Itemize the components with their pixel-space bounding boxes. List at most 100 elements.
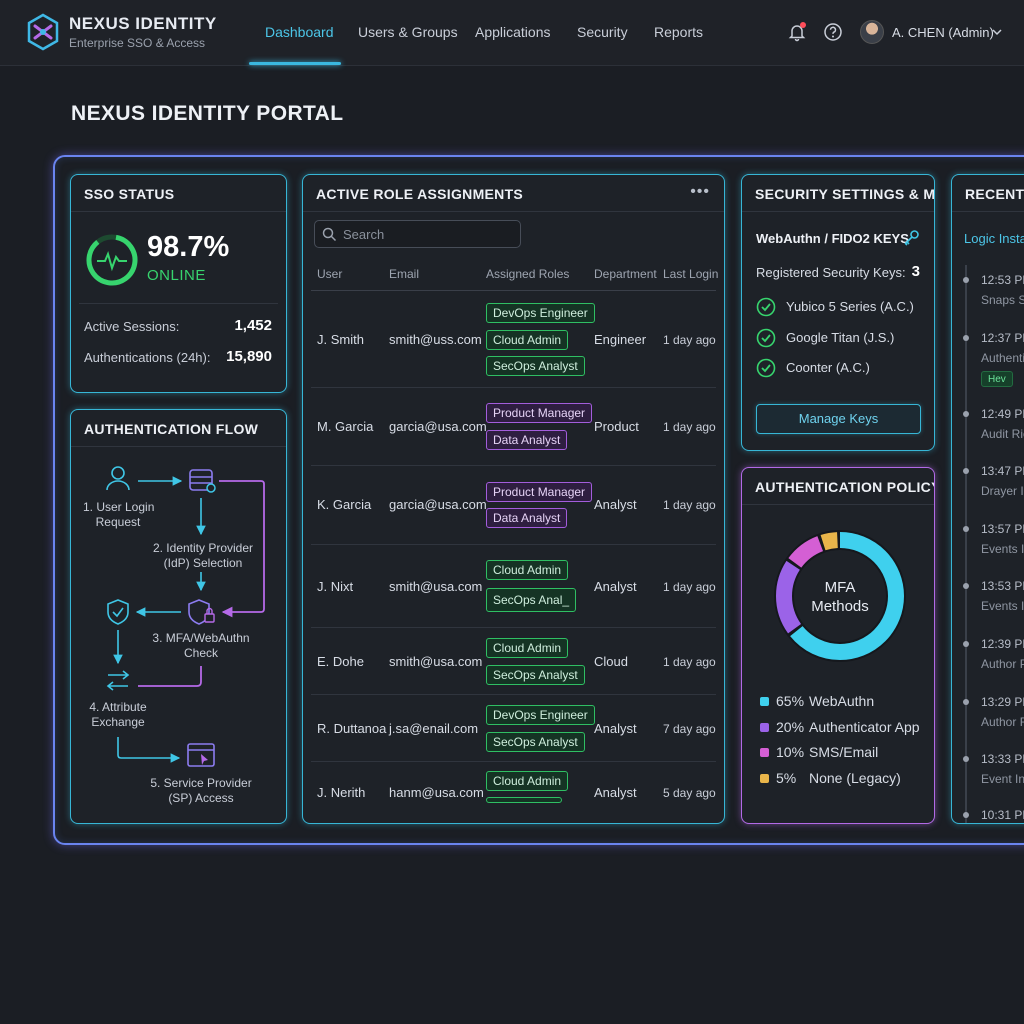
nav-users-groups[interactable]: Users & Groups — [358, 24, 458, 40]
event-time: 13:53 PM — [981, 579, 1024, 593]
column-header-email[interactable]: Email — [389, 267, 420, 281]
divider — [311, 387, 716, 388]
flow-step-1: 1. User Login Request — [83, 500, 155, 530]
nav-dashboard[interactable]: Dashboard — [265, 24, 334, 40]
sso-state: ONLINE — [147, 267, 206, 284]
server-icon — [189, 469, 216, 493]
column-header-roles[interactable]: Assigned Roles — [486, 267, 570, 281]
event-text[interactable]: Drayer Io — [981, 484, 1024, 498]
role-tag[interactable]: Data Analyst — [486, 508, 568, 528]
flow-step-5: 5. Service Provider (SP) Access — [147, 776, 255, 806]
search-icon — [322, 227, 337, 242]
donut-slice-webauthn — [776, 532, 904, 660]
event-time: 13:47 PM — [981, 464, 1024, 478]
event-text[interactable]: Event Int — [981, 772, 1024, 786]
legend-swatch — [760, 723, 769, 732]
cell-department: Analyst — [594, 497, 637, 512]
cell-last-login: 1 day ago — [663, 498, 716, 512]
role-tag[interactable]: SecOps Anal_ — [486, 588, 577, 612]
column-header-user[interactable]: User — [317, 267, 343, 281]
authentications-label: Authentications (24h): — [84, 350, 211, 365]
event-text[interactable]: Author R — [981, 715, 1024, 729]
card-title: AUTHENTICATION POLICY — [755, 479, 935, 495]
heartbeat-icon — [86, 234, 138, 286]
column-header-department[interactable]: Department — [594, 267, 657, 281]
flow-step-line: 1. User Login — [83, 500, 155, 514]
timeline-dot — [963, 335, 969, 341]
column-header-last-login[interactable]: Last Login — [663, 267, 719, 281]
event-text[interactable]: Author P — [981, 657, 1024, 671]
role-tag[interactable]: SecOps Analyst — [486, 356, 585, 376]
divider — [742, 211, 934, 212]
event-text[interactable]: Events Io — [981, 542, 1024, 556]
cell-email: smith@uss.com — [389, 332, 482, 347]
timeline-dot — [963, 641, 969, 647]
legend-name: Authenticator App — [809, 719, 920, 735]
role-tag[interactable]: DevOps Engineer — [486, 705, 595, 725]
divider — [952, 211, 1024, 212]
divider — [311, 627, 716, 628]
security-settings-card: SECURITY SETTINGS & MFA WebAuthn / FIDO2… — [741, 174, 935, 451]
help-icon[interactable] — [823, 22, 843, 42]
nav-reports[interactable]: Reports — [654, 24, 704, 40]
nav-applications[interactable]: Applications — [475, 24, 551, 40]
timeline-dot — [963, 468, 969, 474]
search-input[interactable] — [343, 224, 513, 244]
key-icon[interactable] — [902, 229, 920, 247]
nav-security[interactable]: Security — [577, 24, 628, 40]
security-key-item[interactable]: Coonter (A.C.) — [786, 360, 870, 375]
mfa-methods-donut — [774, 530, 906, 662]
role-tag[interactable]: DevOps Engineer — [486, 303, 595, 323]
legend-name: None (Legacy) — [809, 770, 901, 786]
role-tag[interactable]: Cloud Admin — [486, 330, 569, 350]
timeline-dot — [963, 526, 969, 532]
avatar[interactable] — [860, 20, 884, 44]
event-text[interactable]: Authenti — [981, 351, 1024, 365]
event-text[interactable]: Audit Rie — [981, 427, 1024, 441]
authentications-value: 15,890 — [226, 348, 272, 365]
bell-icon[interactable] — [787, 22, 807, 42]
role-tag[interactable]: Cloud Admin — [486, 560, 569, 580]
cell-last-login: 1 day ago — [663, 655, 716, 669]
flow-step-line: 4. Attribute — [89, 700, 147, 714]
cell-email: garcia@usa.com — [389, 419, 487, 434]
event-text[interactable]: Snaps Si — [981, 293, 1024, 307]
role-tag[interactable]: SecOps Analyst — [486, 665, 585, 685]
role-tag[interactable]: Data Analyst — [486, 430, 568, 450]
cell-user: J. Smith — [317, 332, 364, 347]
role-tag[interactable]: SecOps Analyst — [486, 732, 585, 752]
event-text[interactable]: Events In — [981, 599, 1024, 613]
security-key-item[interactable]: Yubico 5 Series (A.C.) — [786, 299, 914, 314]
role-tag[interactable]: Product Manager — [486, 482, 593, 502]
user-name[interactable]: A. CHEN (Admin) — [892, 25, 994, 40]
role-tag[interactable]: Cloud Admin — [486, 771, 569, 791]
divider — [71, 446, 286, 447]
brand-subtitle: Enterprise SSO & Access — [69, 36, 206, 50]
event-time: 12:37 PM — [981, 331, 1024, 345]
role-tag[interactable]: Product Manager — [486, 403, 593, 423]
cell-user: K. Garcia — [317, 497, 372, 512]
recent-activity-link[interactable]: Logic Insta — [964, 231, 1024, 246]
manage-keys-button[interactable]: Manage Keys — [756, 404, 921, 434]
flow-step-line: Exchange — [91, 715, 145, 729]
registered-keys-label: Registered Security Keys: — [756, 265, 906, 280]
auth-flow-card: AUTHENTICATION FLOW — [70, 409, 287, 824]
chevron-down-icon[interactable] — [991, 26, 1003, 38]
more-options-button[interactable]: ••• — [690, 183, 710, 200]
logo-icon[interactable] — [24, 12, 62, 52]
legend-name: WebAuthn — [809, 693, 875, 709]
recent-activity-card: RECENT A Logic Insta 12:53 PM Snaps Si 1… — [951, 174, 1024, 824]
donut-center-line: Methods — [811, 598, 869, 615]
legend-percent: 5% — [776, 770, 797, 786]
flow-step-line: 2. Identity Provider — [152, 541, 254, 555]
cell-user: J. Nerith — [317, 785, 366, 800]
event-time: 12:49 PM — [981, 407, 1024, 421]
webauthn-heading: WebAuthn / FIDO2 KEYS — [756, 231, 909, 246]
flow-step-line: Check — [183, 646, 218, 660]
role-tag[interactable]: Cloud Admin — [486, 638, 569, 658]
flow-arrow — [219, 480, 265, 618]
security-key-item[interactable]: Google Titan (J.S.) — [786, 330, 895, 345]
card-title: ACTIVE ROLE ASSIGNMENTS — [316, 186, 524, 202]
cell-last-login: 1 day ago — [663, 580, 716, 594]
sso-status-card: SSO STATUS 98.7% ONLINE Active Sessions:… — [70, 174, 287, 393]
